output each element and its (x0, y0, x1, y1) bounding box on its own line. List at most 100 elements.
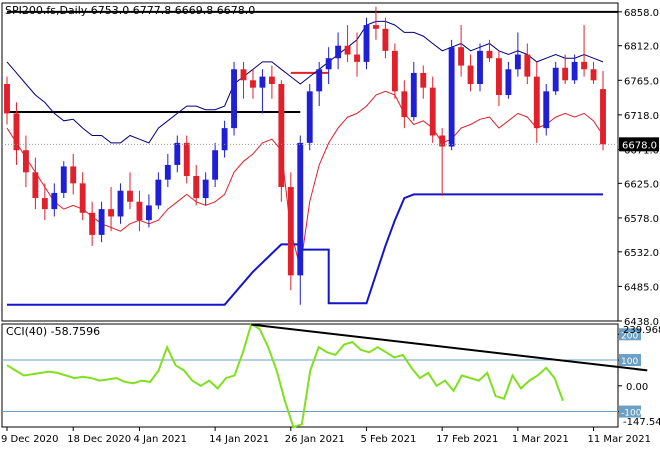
up-candle (98, 209, 105, 235)
down-candle (533, 76, 540, 129)
price-tick-label: 6765.0 (624, 76, 659, 87)
price-axis: 6438.06485.06532.06578.06625.06671.06718… (618, 8, 659, 328)
cci-trend-line (251, 323, 648, 372)
up-candle (212, 150, 219, 180)
up-candle (325, 58, 332, 70)
support-step-line (7, 193, 603, 306)
down-candle (496, 58, 502, 96)
down-candle (41, 198, 48, 210)
time-tick-label: 14 Jan 2021 (209, 434, 269, 445)
down-candle (250, 80, 256, 88)
down-candle (524, 54, 531, 77)
up-candle (552, 67, 559, 92)
down-candle (467, 65, 474, 84)
down-candle (344, 45, 351, 55)
up-candle (164, 164, 171, 180)
overlay-lines (6, 10, 618, 306)
lower-envelope-line (6, 90, 604, 269)
up-candle (174, 142, 181, 165)
cci-panel: 0.00 200 100 -100 239.9682 -147.546 (2, 322, 660, 429)
up-candle (505, 69, 512, 96)
down-candle (127, 190, 133, 202)
down-candle (79, 183, 86, 213)
up-candle (297, 142, 304, 276)
cci-level-badge-label: -100 (621, 409, 642, 419)
last-price-label: 6678.0 (622, 140, 657, 151)
down-candle (401, 91, 408, 118)
down-candle (240, 69, 247, 81)
down-candle (32, 172, 39, 199)
cci-level-badge (619, 328, 641, 341)
up-candle (202, 179, 209, 199)
down-candle (268, 76, 275, 84)
price-panel-border (1, 2, 619, 322)
time-tick-label: 26 Jan 2021 (285, 434, 345, 445)
price-tick-label: 6578.0 (624, 214, 659, 225)
up-candle (335, 45, 342, 59)
up-candle (543, 91, 550, 129)
down-candle (4, 83, 10, 114)
cci-tick-label: 0.00 (626, 382, 648, 393)
down-candle (600, 89, 606, 145)
down-candle (429, 87, 436, 136)
cci-line (6, 322, 564, 429)
up-candle (221, 128, 228, 151)
price-tick-label: 6438.0 (624, 317, 659, 328)
up-candle (306, 91, 313, 143)
up-candle (155, 179, 162, 206)
main-chart-frame (1, 2, 619, 428)
price-tick-label: 6625.0 (624, 179, 659, 190)
up-candle (363, 25, 370, 62)
last-price-tag (619, 137, 659, 152)
up-candle (410, 72, 417, 118)
time-tick-label: 9 Dec 2020 (1, 434, 59, 445)
down-candle (439, 135, 446, 147)
up-candle (60, 166, 67, 193)
up-candle (448, 47, 455, 147)
time-tick-label: 4 Jan 2021 (133, 434, 187, 445)
down-candle (590, 69, 597, 81)
down-candle (562, 67, 569, 81)
down-candle (22, 150, 29, 173)
price-tick-label: 6858.0 (624, 8, 659, 19)
time-axis: 9 Dec 2020 18 Dec 2020 4 Jan 2021 14 Jan 20… (1, 427, 651, 445)
cci-level-badge-label: 200 (621, 331, 638, 341)
up-candle (571, 61, 578, 81)
down-candle (13, 113, 20, 151)
up-candle (231, 69, 237, 129)
symbol-header: SPI200.fs,Daily 6753.0 6777.8 6669.8 667… (5, 4, 255, 17)
up-candle (316, 69, 323, 92)
cci-level-badge (619, 405, 641, 418)
cci-min-label: -147.546 (623, 417, 660, 428)
down-candle (391, 50, 398, 92)
cci-panel-border (1, 323, 619, 428)
down-candle (193, 175, 200, 199)
cci-max-label: 239.9682 (623, 325, 660, 336)
time-tick-label: 18 Dec 2020 (67, 434, 131, 445)
down-candle (108, 209, 114, 217)
down-candle (581, 61, 588, 70)
down-candle (382, 28, 389, 51)
down-candle (278, 83, 285, 188)
down-candle (420, 72, 427, 88)
up-candle (117, 190, 124, 217)
up-candle (477, 50, 483, 84)
down-candle (136, 201, 143, 221)
candlesticks: 6678.0 (2, 6, 659, 305)
down-candle (183, 142, 190, 176)
down-candle (89, 212, 96, 235)
down-candle (486, 50, 493, 59)
down-candle (354, 54, 360, 62)
price-tick-label: 6812.0 (624, 42, 659, 53)
time-tick-label: 17 Feb 2021 (436, 434, 498, 445)
cci-level-badge-label: 100 (621, 357, 638, 367)
up-candle (145, 205, 152, 221)
down-candle (287, 187, 294, 276)
time-tick-label: 1 Mar 2021 (512, 434, 569, 445)
up-candle (514, 54, 521, 70)
cci-level-badge (619, 354, 641, 367)
price-tick-label: 6532.0 (624, 248, 659, 259)
upper-envelope-line (6, 20, 604, 144)
